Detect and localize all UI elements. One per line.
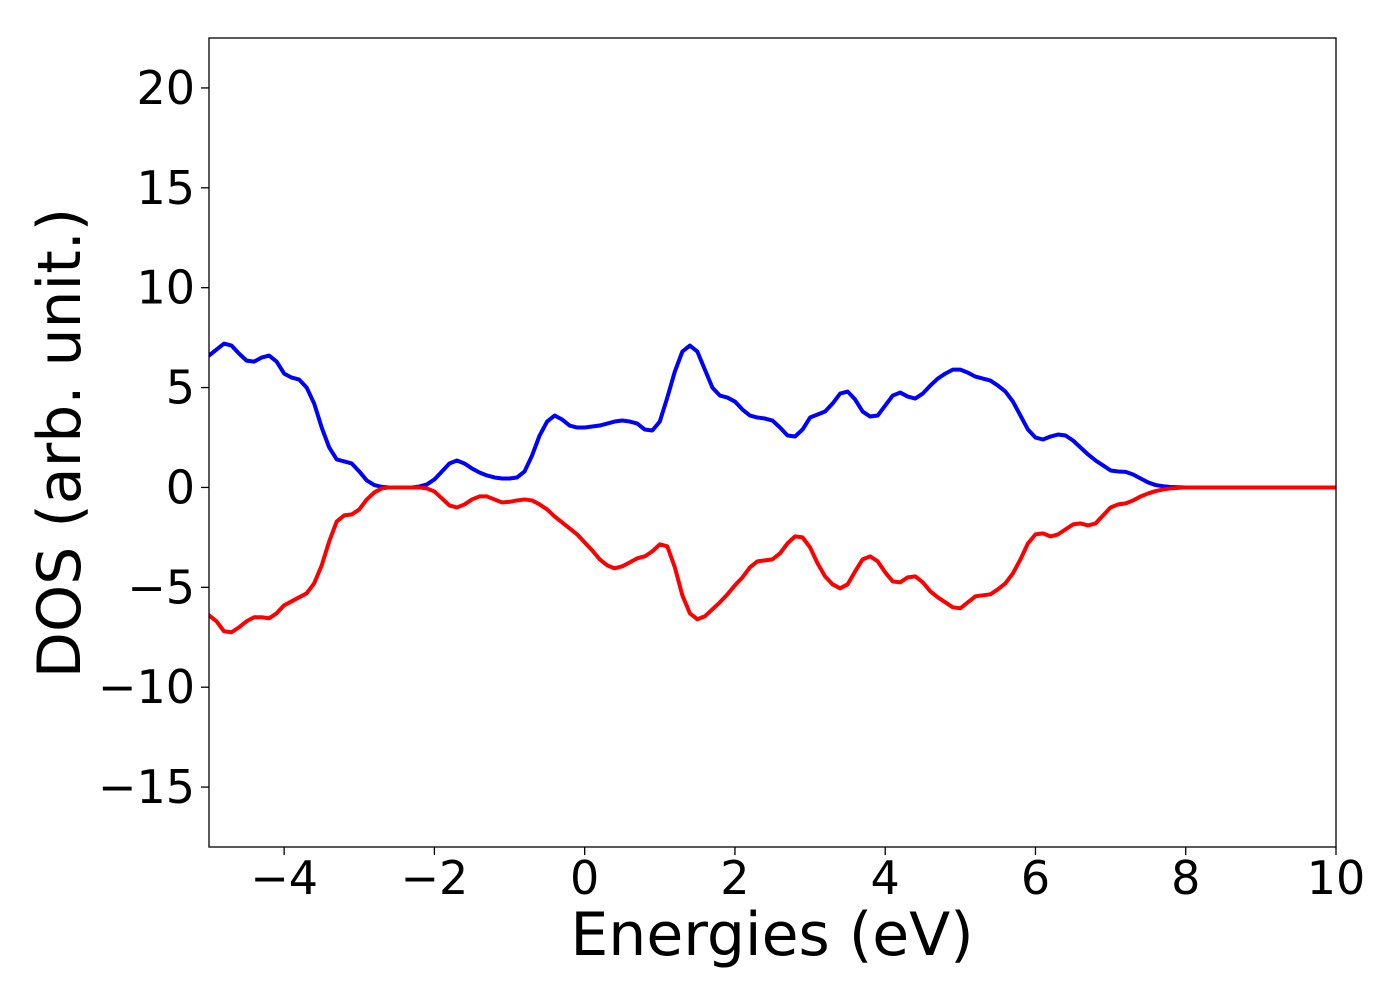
series-line-1 — [209, 341, 1336, 490]
x-axis: −4 −2 0 2 4 6 8 10 — [250, 847, 1365, 905]
series-line-2 — [209, 485, 1336, 635]
y-tick-label: 15 — [136, 161, 195, 215]
x-tick-label: 6 — [1021, 851, 1050, 905]
y-tick-label: −5 — [127, 560, 195, 614]
y-axis: −15 −10 −5 0 5 10 15 20 — [98, 61, 209, 814]
y-tick-label: 0 — [166, 460, 195, 514]
y-tick-label: −10 — [98, 660, 195, 714]
x-tick-label: 4 — [871, 851, 900, 905]
x-tick-label: −4 — [250, 851, 318, 905]
y-axis-title: DOS (arb. unit.) — [25, 208, 95, 678]
y-tick-label: 10 — [136, 261, 195, 315]
x-axis-title: Energies (eV) — [570, 900, 973, 970]
x-tick-label: 8 — [1171, 851, 1200, 905]
x-tick-label: −2 — [400, 851, 468, 905]
series-layer — [209, 341, 1336, 635]
y-tick-label: 20 — [136, 61, 195, 115]
x-tick-label: 2 — [720, 851, 749, 905]
y-tick-label: 5 — [166, 361, 195, 415]
plot-frame — [208, 37, 1337, 848]
y-tick-label: −15 — [98, 760, 195, 814]
x-tick-label: 10 — [1307, 851, 1366, 905]
x-tick-label: 0 — [570, 851, 599, 905]
